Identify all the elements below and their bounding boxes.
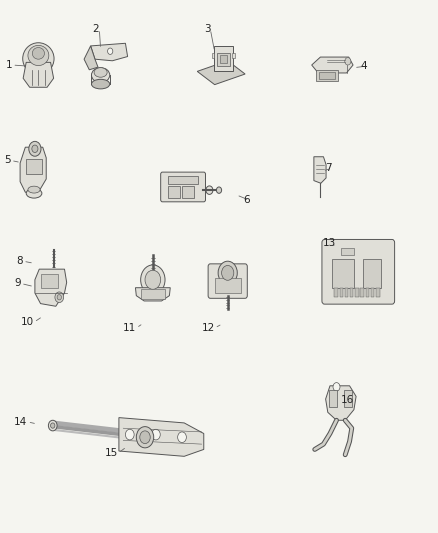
Bar [341, 248, 354, 255]
Text: 13: 13 [322, 238, 336, 248]
Bar [355, 288, 359, 297]
Bar [350, 288, 353, 297]
Bar [215, 278, 241, 293]
Polygon shape [35, 269, 67, 306]
Circle shape [55, 292, 64, 303]
Circle shape [125, 429, 134, 440]
Text: 3: 3 [204, 24, 210, 34]
Circle shape [222, 265, 234, 280]
Circle shape [108, 48, 113, 54]
Circle shape [333, 383, 340, 391]
Polygon shape [135, 288, 170, 301]
Bar [360, 288, 364, 297]
Polygon shape [325, 386, 356, 420]
Ellipse shape [92, 79, 110, 89]
Bar [26, 159, 42, 174]
Bar [344, 390, 352, 407]
Polygon shape [91, 43, 127, 61]
Circle shape [152, 429, 160, 440]
Polygon shape [314, 157, 326, 183]
Ellipse shape [92, 68, 110, 83]
Polygon shape [197, 61, 245, 85]
Circle shape [32, 145, 38, 152]
Circle shape [218, 261, 237, 285]
Polygon shape [84, 46, 98, 70]
Bar [233, 53, 235, 58]
FancyBboxPatch shape [161, 172, 205, 202]
Circle shape [345, 58, 351, 65]
Text: 6: 6 [243, 195, 250, 205]
Text: 14: 14 [14, 417, 28, 427]
Polygon shape [23, 62, 53, 87]
Text: 11: 11 [123, 323, 136, 333]
Polygon shape [214, 46, 233, 71]
Text: 4: 4 [360, 61, 367, 71]
Text: 12: 12 [201, 323, 215, 333]
Circle shape [29, 141, 41, 156]
Ellipse shape [32, 47, 45, 59]
Bar [41, 274, 58, 288]
Ellipse shape [28, 186, 40, 193]
Bar [220, 55, 227, 63]
Bar [332, 259, 354, 288]
Bar [168, 176, 198, 184]
Bar [168, 186, 180, 198]
Bar [328, 390, 337, 407]
Polygon shape [119, 418, 204, 456]
Ellipse shape [28, 45, 49, 66]
Bar [366, 288, 369, 297]
Bar [217, 53, 230, 66]
Polygon shape [312, 57, 353, 73]
Text: 8: 8 [17, 256, 23, 266]
Ellipse shape [23, 43, 54, 75]
Circle shape [136, 426, 154, 448]
Bar [316, 70, 338, 81]
Text: 7: 7 [325, 164, 331, 173]
Circle shape [140, 431, 150, 443]
Bar [371, 288, 374, 297]
Text: 1: 1 [6, 60, 12, 70]
Text: 9: 9 [14, 278, 21, 288]
Bar [334, 288, 338, 297]
Ellipse shape [94, 68, 107, 77]
Circle shape [178, 432, 186, 442]
Ellipse shape [216, 187, 222, 193]
Bar [363, 259, 381, 288]
Bar [141, 289, 165, 300]
Text: 15: 15 [105, 448, 118, 458]
Polygon shape [20, 147, 46, 192]
Bar [339, 288, 343, 297]
Text: 2: 2 [93, 24, 99, 34]
Circle shape [141, 265, 165, 295]
FancyBboxPatch shape [322, 239, 395, 304]
Text: 5: 5 [4, 156, 11, 165]
FancyBboxPatch shape [208, 264, 247, 298]
Bar [376, 288, 380, 297]
Circle shape [145, 270, 161, 289]
Bar [212, 53, 214, 58]
Circle shape [57, 295, 61, 300]
Circle shape [50, 423, 55, 428]
Bar [319, 72, 335, 79]
Circle shape [48, 420, 57, 431]
Bar [182, 186, 194, 198]
Ellipse shape [206, 186, 213, 195]
Bar [345, 288, 348, 297]
Text: 10: 10 [21, 317, 34, 327]
Text: 16: 16 [341, 395, 354, 405]
Ellipse shape [26, 189, 42, 198]
